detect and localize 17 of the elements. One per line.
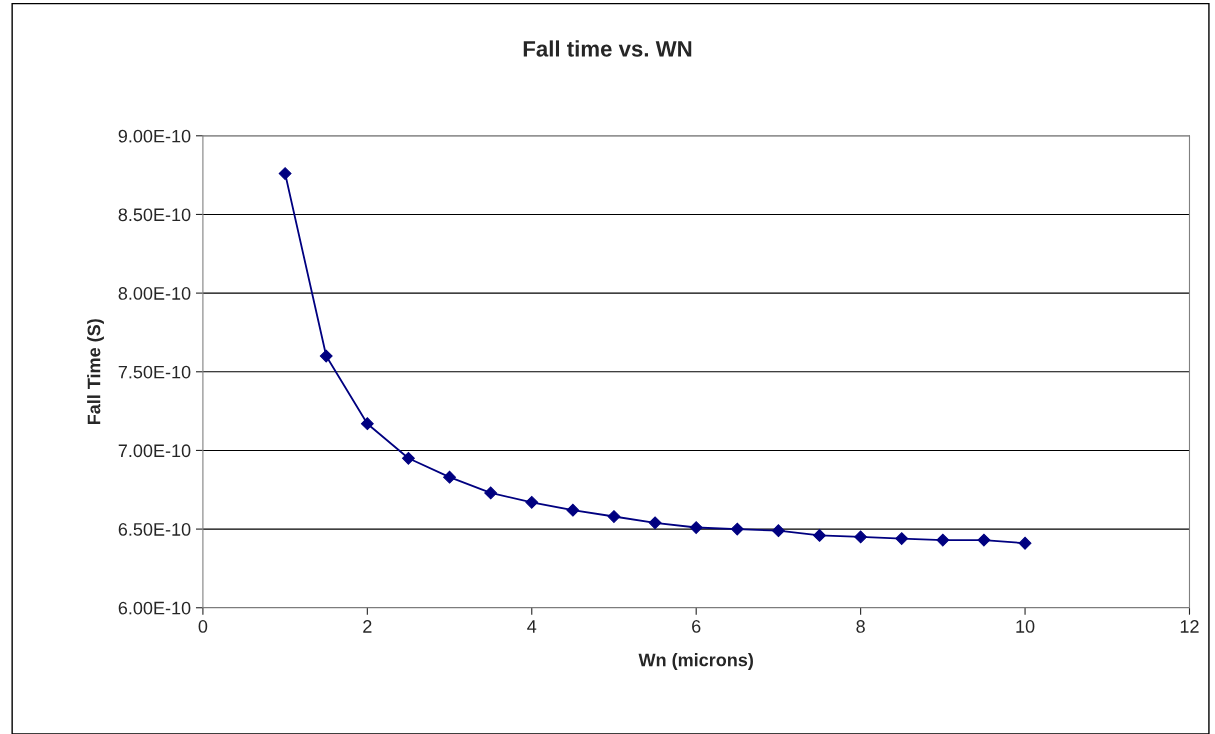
y-tick-label: 6.00E-10 xyxy=(118,601,191,615)
x-tick-label: 2 xyxy=(363,620,372,633)
x-tick-label: 0 xyxy=(198,620,208,633)
y-tick-label: 6.50E-10 xyxy=(118,523,191,536)
x-tick-label: 8 xyxy=(856,620,865,633)
chart-title: Fall time vs. WN xyxy=(523,40,692,57)
y-tick-label: 7.50E-10 xyxy=(118,365,191,379)
y-tick-label: 8.50E-10 xyxy=(118,208,191,222)
x-tick-label: 12 xyxy=(1180,620,1199,633)
y-tick-label: 9.00E-10 xyxy=(118,129,191,143)
x-tick-label: 4 xyxy=(527,620,537,633)
y-axis-title: Fall Time (S) xyxy=(87,319,104,425)
x-tick-label: 10 xyxy=(1016,620,1035,633)
x-axis-title: Wn (microns) xyxy=(638,653,753,670)
y-tick-label: 8.00E-10 xyxy=(118,287,191,300)
x-tick-label: 6 xyxy=(692,620,701,633)
y-tick-label: 7.00E-10 xyxy=(118,444,191,458)
